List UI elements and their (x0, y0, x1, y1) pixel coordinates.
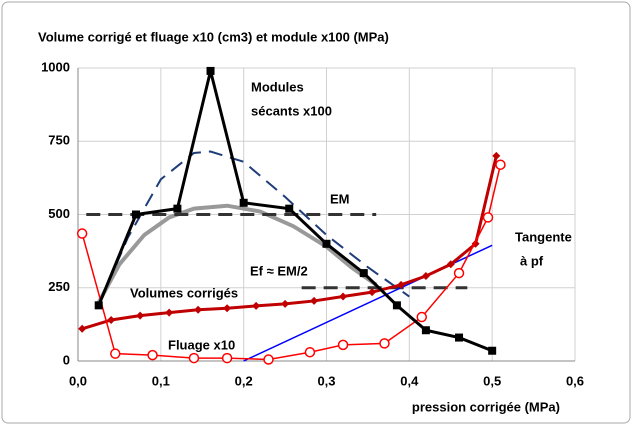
annotation: Ef ≈ EM/2 (250, 263, 308, 278)
marker (173, 204, 182, 213)
y-tick-label: 500 (48, 206, 70, 221)
marker (110, 348, 121, 359)
marker (304, 346, 316, 358)
annotation: Modules (251, 79, 304, 94)
x-tick-label: 0,6 (566, 373, 584, 388)
marker (337, 339, 349, 351)
marker (379, 338, 390, 349)
y-tick-label: 750 (48, 133, 70, 148)
marker (147, 349, 158, 361)
marker (285, 204, 294, 213)
marker (421, 272, 430, 281)
x-tick-label: 0,3 (317, 373, 335, 388)
annotation: sécants x100 (251, 103, 332, 118)
annotation: Fluage x10 (168, 337, 235, 352)
x-tick-label: 0,0 (69, 373, 87, 388)
marker (131, 210, 140, 219)
marker (455, 333, 464, 342)
marker (76, 228, 88, 239)
marker (416, 311, 428, 323)
marker (78, 324, 87, 333)
marker (446, 260, 455, 269)
marker (206, 66, 215, 75)
marker (322, 239, 331, 248)
marker (488, 346, 497, 355)
x-axis-label: pression corrigée (MPa) (412, 399, 560, 414)
series-line (97, 70, 493, 353)
y-tick-label: 1000 (41, 59, 70, 74)
marker (252, 301, 261, 310)
frame (1, 1, 631, 424)
marker (263, 354, 274, 365)
marker (397, 280, 406, 289)
marker (136, 311, 145, 320)
annotation: à pf (520, 253, 544, 268)
x-tick-label: 0,2 (235, 373, 253, 388)
annotation: Volumes corrigés (130, 285, 238, 300)
x-tick-label: 0,5 (483, 373, 501, 388)
chart-title: Volume corrigé et fluage x10 (cm3) et mo… (38, 29, 389, 44)
marker (453, 267, 465, 279)
marker (223, 304, 232, 313)
y-tick-label: 0 (63, 352, 70, 367)
marker (165, 308, 174, 317)
x-tick-label: 0,4 (400, 373, 419, 388)
marker (94, 301, 103, 310)
marker (107, 315, 116, 324)
marker (281, 299, 290, 308)
marker (492, 151, 501, 160)
annotation: Tangente (515, 229, 572, 244)
y-tick-label: 250 (48, 279, 70, 294)
marker (495, 159, 506, 170)
series-line (96, 203, 378, 304)
marker (310, 296, 319, 305)
marker (421, 326, 430, 335)
marker (339, 292, 348, 301)
x-tick-label: 0,1 (152, 373, 170, 388)
marker (392, 301, 401, 310)
marker (368, 288, 377, 297)
annotation: EM (330, 191, 350, 206)
marker (359, 269, 368, 278)
marker (188, 352, 200, 364)
marker (239, 198, 248, 207)
marker (221, 352, 233, 364)
series-line (81, 155, 498, 331)
marker (194, 305, 203, 314)
marker (482, 212, 494, 223)
